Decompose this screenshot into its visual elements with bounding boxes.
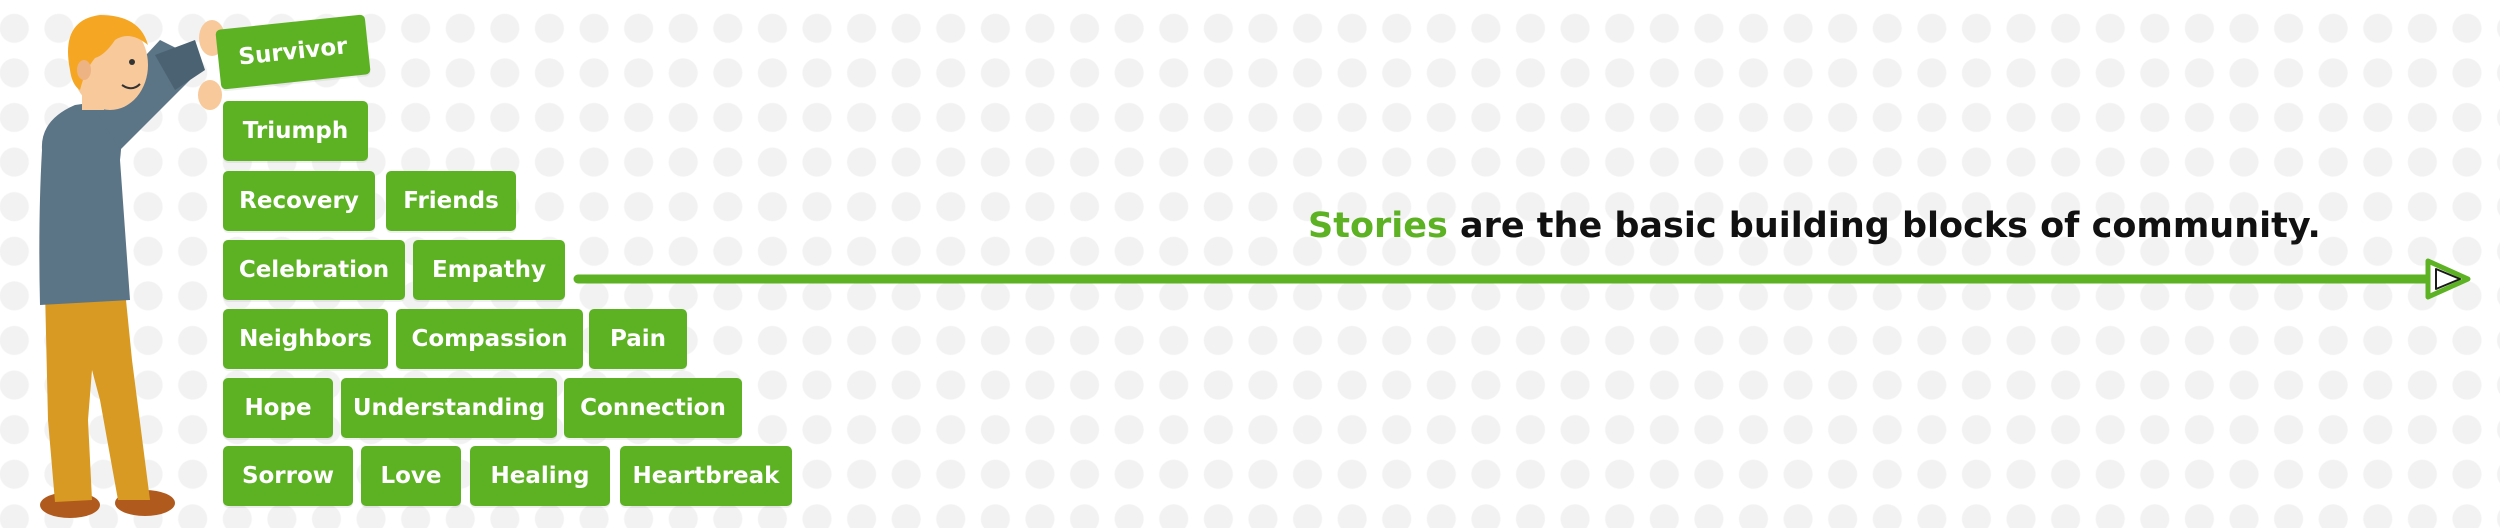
headline-highlight: Stories xyxy=(1308,206,1448,246)
block-connection: Connection xyxy=(564,378,742,438)
block-healing: Healing xyxy=(470,446,610,506)
block-celebration: Celebration xyxy=(223,240,405,300)
block-sorrow: Sorrow xyxy=(223,446,353,506)
block-friends: Friends xyxy=(386,171,516,231)
block-compassion: Compassion xyxy=(396,309,583,369)
block-triumph: Triumph xyxy=(223,101,368,161)
block-love: Love xyxy=(361,446,461,506)
block-understanding: Understanding xyxy=(341,378,557,438)
block-heartbreak: Heartbreak xyxy=(620,446,792,506)
block-hope: Hope xyxy=(223,378,333,438)
block-empathy: Empathy xyxy=(413,240,565,300)
block-neighbors: Neighbors xyxy=(223,309,388,369)
headline-text: are the basic building blocks of communi… xyxy=(1447,206,2321,246)
block-pain: Pain xyxy=(589,309,687,369)
headline: Stories are the basic building blocks of… xyxy=(1308,206,2321,246)
block-recovery: Recovery xyxy=(223,171,375,231)
person-illustration xyxy=(39,15,225,518)
arrow-right-icon xyxy=(573,258,2471,300)
